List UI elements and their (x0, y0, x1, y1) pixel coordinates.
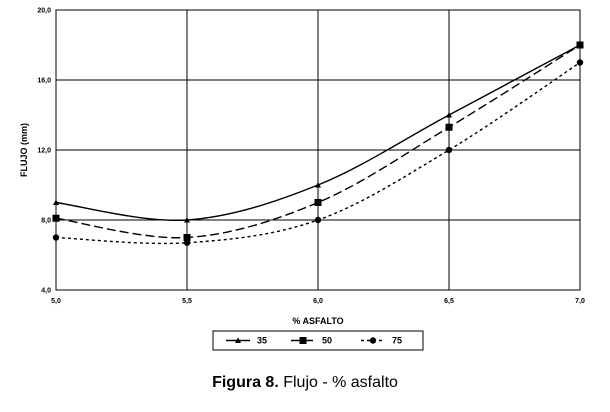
data-point-75 (183, 239, 191, 246)
legend-item-50: 50 (291, 336, 332, 346)
series-75 (52, 59, 584, 246)
x-tick-label: 7,0 (575, 298, 585, 305)
x-axis-label: % ASFALTO (292, 316, 343, 326)
legend-items: 35 50 75 (226, 336, 402, 346)
tick-labels: 4,0 8,0 12,0 16,0 20,0 5,0 5,5 6,0 6,5 7,0 (37, 8, 585, 306)
data-point-75 (445, 146, 453, 154)
legend-label: 75 (392, 336, 402, 346)
legend-item-35: 35 (226, 336, 267, 346)
plot-area-border (55, 9, 581, 291)
grid-lines (55, 9, 581, 291)
y-tick-label: 4,0 (41, 288, 51, 295)
y-tick-label: 16,0 (37, 78, 51, 85)
data-point-50 (445, 123, 453, 131)
legend-item-75: 75 (361, 336, 402, 346)
data-point-50 (52, 214, 60, 222)
data-point-50 (576, 41, 584, 49)
legend-marker-35 (235, 337, 241, 343)
x-tick-label: 5,5 (182, 298, 192, 305)
data-point-75 (576, 59, 584, 66)
data-point-75 (52, 234, 60, 241)
y-tick-label: 20,0 (37, 8, 51, 15)
figure-label: Figura 8. (212, 374, 279, 391)
data-point-35 (53, 199, 59, 205)
figure-caption: Figura 8. Flujo - % asfalto (0, 374, 610, 392)
x-tick-label: 6,0 (313, 298, 323, 305)
data-point-35 (315, 182, 321, 188)
y-axis-label: FLUJO (mm) (19, 123, 29, 177)
legend-marker-75 (369, 337, 377, 344)
x-tick-label: 5,0 (51, 298, 61, 305)
series-lines (52, 41, 584, 246)
data-point-35 (184, 217, 190, 223)
series-50 (52, 41, 584, 241)
data-point-50 (314, 199, 322, 206)
series-line-50 (55, 44, 581, 239)
data-point-35 (446, 112, 452, 118)
data-point-75 (314, 216, 322, 224)
legend: 35 50 75 (212, 330, 424, 351)
legend-label: 50 (322, 336, 332, 346)
data-point-50 (183, 234, 191, 241)
x-tick-label: 6,5 (444, 298, 454, 305)
legend-label: 35 (257, 336, 267, 346)
legend-marker-50 (299, 337, 307, 344)
figure-caption-text: Flujo - % asfalto (278, 374, 398, 391)
y-tick-label: 8,0 (41, 218, 51, 225)
legend-box (212, 330, 424, 351)
y-tick-label: 12,0 (37, 148, 51, 155)
